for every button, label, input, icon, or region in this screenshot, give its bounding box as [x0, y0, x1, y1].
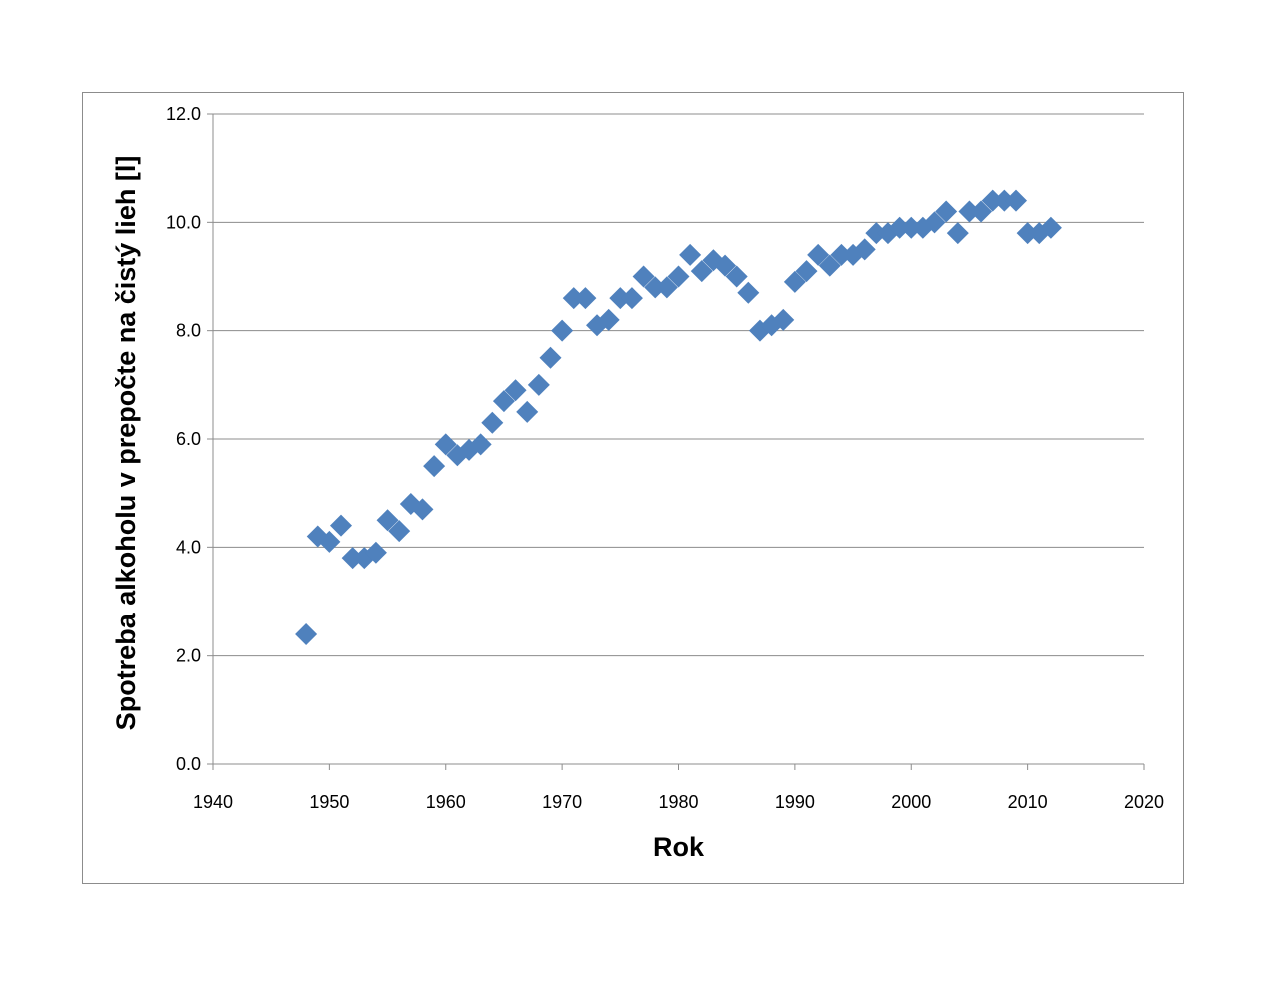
data-point	[865, 222, 888, 245]
y-tick-label: 8.0	[176, 321, 201, 341]
data-point	[597, 308, 620, 331]
data-point	[481, 411, 504, 434]
y-tick-label: 4.0	[176, 537, 201, 557]
data-point	[981, 189, 1004, 212]
data-point	[714, 254, 737, 277]
axes	[207, 113, 1145, 770]
data-point	[679, 243, 702, 266]
data-point	[935, 200, 958, 223]
data-point	[539, 346, 562, 369]
y-tick-label: 10.0	[166, 212, 201, 232]
x-tick-label: 2010	[1008, 792, 1048, 812]
data-point	[1016, 222, 1039, 245]
data-point	[888, 216, 911, 239]
x-tick-label: 2000	[891, 792, 931, 812]
data-point	[551, 319, 574, 342]
data-point	[295, 623, 318, 645]
x-tick-label: 1990	[775, 792, 815, 812]
data-point	[364, 541, 387, 564]
data-point	[376, 509, 399, 532]
data-point	[516, 400, 539, 423]
data-point	[388, 520, 411, 543]
x-tick-label: 1940	[193, 792, 233, 812]
y-tick-label: 0.0	[176, 754, 201, 774]
data-points	[295, 189, 1062, 645]
data-point	[993, 189, 1016, 212]
data-point	[330, 514, 353, 537]
data-point	[1004, 189, 1027, 212]
data-point	[632, 265, 655, 288]
data-point	[620, 287, 643, 310]
x-tick-label: 1950	[309, 792, 349, 812]
data-point	[818, 254, 841, 277]
data-point	[772, 308, 795, 331]
data-point	[795, 260, 818, 283]
x-tick-label: 2020	[1124, 792, 1164, 812]
data-point	[690, 260, 713, 283]
data-point	[923, 211, 946, 234]
x-tick-label: 1980	[658, 792, 698, 812]
y-axis-title: Spotreba alkoholu v prepočte na čistý li…	[111, 156, 141, 731]
y-tick-label: 2.0	[176, 646, 201, 666]
data-point	[807, 243, 830, 266]
data-point	[469, 433, 492, 456]
data-point	[644, 276, 667, 299]
data-point	[574, 287, 597, 310]
data-point	[655, 276, 678, 299]
data-point	[667, 265, 690, 288]
x-axis-title: Rok	[653, 832, 705, 862]
y-tick-label: 12.0	[166, 104, 201, 124]
data-point	[970, 200, 993, 223]
data-point	[562, 287, 585, 310]
data-point	[958, 200, 981, 223]
data-point	[737, 281, 760, 304]
y-tick-label: 6.0	[176, 429, 201, 449]
gridlines	[213, 113, 1144, 657]
data-point	[609, 287, 632, 310]
data-point	[946, 222, 969, 245]
data-point	[492, 390, 515, 413]
chart-area: 0.0 2.0 4.0 6.0 8.0 10.0 12.0 1940 1950 1960 1970 1…	[82, 92, 1184, 884]
data-point	[411, 498, 434, 521]
x-tick-label: 1970	[542, 792, 582, 812]
data-point	[353, 547, 376, 570]
data-point	[423, 455, 446, 478]
scatter-chart: 0.0 2.0 4.0 6.0 8.0 10.0 12.0 1940 1950 1960 1970 1…	[111, 104, 1164, 862]
data-point	[830, 243, 853, 266]
data-point	[853, 238, 876, 261]
data-point	[725, 265, 748, 288]
data-point	[341, 547, 364, 570]
data-point	[1039, 216, 1062, 239]
data-point	[504, 379, 527, 402]
data-point	[783, 270, 806, 293]
data-point	[318, 530, 341, 553]
tick-labels: 0.0 2.0 4.0 6.0 8.0 10.0 12.0 1940 1950 1960 1970 1…	[166, 104, 1164, 812]
x-tick-label: 1960	[426, 792, 466, 812]
data-point	[527, 373, 550, 396]
data-point	[900, 216, 923, 239]
data-point	[434, 433, 457, 456]
